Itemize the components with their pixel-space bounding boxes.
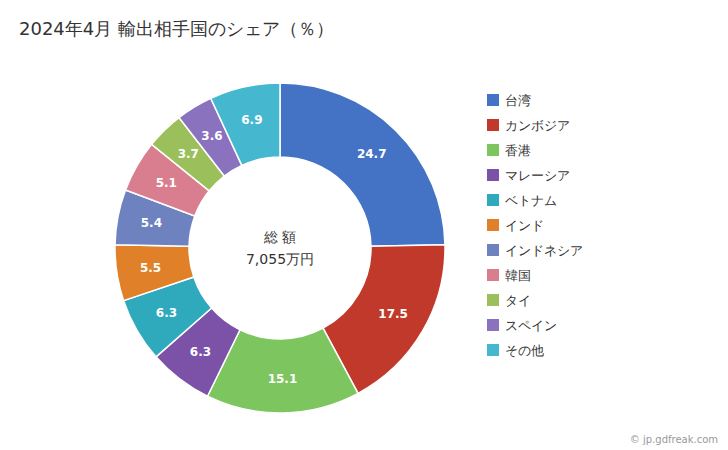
svg-text:3.6: 3.6 [201, 129, 222, 143]
svg-text:香港: 香港 [505, 143, 531, 158]
svg-text:タイ: タイ [505, 293, 531, 308]
svg-text:インド: インド [505, 218, 544, 233]
svg-text:6.3: 6.3 [156, 306, 177, 320]
svg-text:6.9: 6.9 [241, 113, 262, 127]
svg-text:6.3: 6.3 [190, 345, 211, 359]
svg-text:5.5: 5.5 [140, 261, 161, 275]
svg-text:15.1: 15.1 [268, 372, 298, 386]
svg-text:カンボジア: カンボジア [505, 118, 570, 133]
svg-text:その他: その他 [505, 343, 544, 358]
svg-text:© jp.gdfreak.com: © jp.gdfreak.com [630, 434, 718, 445]
svg-text:スペイン: スペイン [505, 318, 557, 333]
svg-text:5.1: 5.1 [156, 176, 177, 190]
svg-text:総 額: 総 額 [263, 229, 296, 245]
svg-text:台湾: 台湾 [505, 93, 531, 108]
svg-text:インドネシア: インドネシア [505, 243, 583, 258]
svg-text:ベトナム: ベトナム [505, 193, 557, 208]
svg-text:マレーシア: マレーシア [505, 168, 570, 183]
svg-text:韓国: 韓国 [505, 268, 531, 283]
svg-text:5.4: 5.4 [141, 216, 162, 230]
svg-text:24.7: 24.7 [357, 147, 387, 161]
svg-text:3.7: 3.7 [178, 147, 199, 161]
svg-text:17.5: 17.5 [378, 307, 408, 321]
svg-text:2024年4月 輸出相手国のシェア（％）: 2024年4月 輸出相手国のシェア（％） [19, 18, 334, 39]
svg-text:7,055万円: 7,055万円 [246, 251, 314, 267]
